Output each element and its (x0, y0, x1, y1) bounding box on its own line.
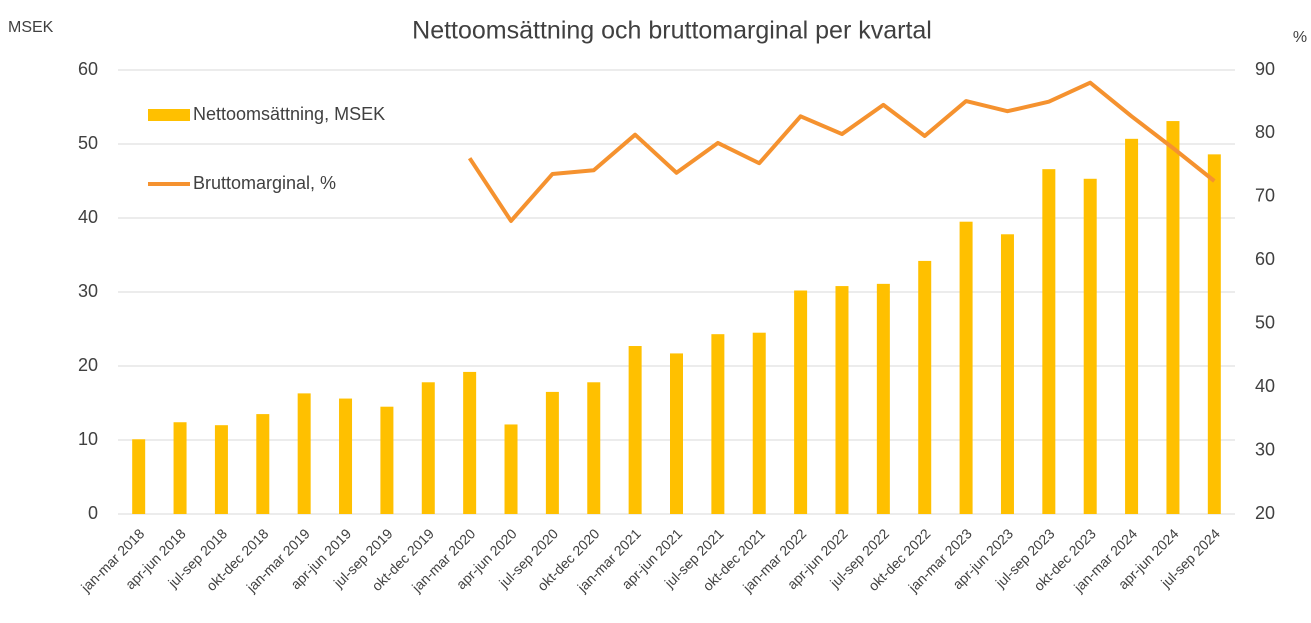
y-tick-label: 60 (78, 59, 98, 79)
bar (1166, 121, 1180, 514)
y2-tick-label: 70 (1255, 186, 1275, 206)
bar (628, 346, 642, 514)
y2-tick-label: 90 (1255, 59, 1275, 79)
bar (1000, 234, 1014, 514)
bar (545, 391, 559, 514)
y2-tick-label: 30 (1255, 439, 1275, 459)
chart-title: Nettoomsättning och bruttomarginal per k… (412, 17, 932, 45)
bar (463, 371, 477, 514)
bar (256, 414, 270, 514)
bar (670, 353, 683, 514)
legend-label: Bruttomarginal, % (193, 173, 336, 193)
y-tick-label: 0 (88, 503, 98, 523)
bar (835, 286, 849, 514)
y-tick-label: 40 (78, 207, 98, 227)
bar (297, 393, 311, 514)
bar (1042, 169, 1056, 514)
y2-tick-label: 60 (1255, 249, 1275, 269)
bar (1083, 178, 1097, 514)
y-axis-label: MSEK (8, 19, 54, 36)
y-tick-label: 20 (78, 355, 98, 375)
bar (794, 290, 808, 514)
y-tick-label: 30 (78, 281, 98, 301)
bar (421, 382, 435, 514)
legend-label: Nettoomsättning, MSEK (193, 104, 385, 124)
legend-swatch (148, 109, 190, 121)
y2-tick-label: 80 (1255, 122, 1275, 142)
y-tick-label: 10 (78, 429, 98, 449)
bar (339, 398, 353, 514)
y-tick-label: 50 (78, 133, 98, 153)
bar (214, 425, 228, 514)
bar (1125, 138, 1139, 514)
bar (752, 332, 766, 514)
bar (876, 283, 890, 514)
bar (173, 422, 187, 514)
bar (1207, 154, 1221, 515)
bar (918, 260, 932, 514)
bar (587, 382, 601, 514)
y2-tick-label: 20 (1255, 503, 1275, 523)
line (467, 80, 1216, 223)
bar (132, 439, 146, 514)
bar (504, 424, 518, 514)
bar (959, 221, 973, 514)
y2-tick-label: 50 (1255, 312, 1275, 332)
y2-tick-label: 40 (1255, 376, 1275, 396)
bar (711, 334, 725, 514)
bar (380, 406, 394, 514)
y2-axis-label: % (1293, 29, 1307, 46)
